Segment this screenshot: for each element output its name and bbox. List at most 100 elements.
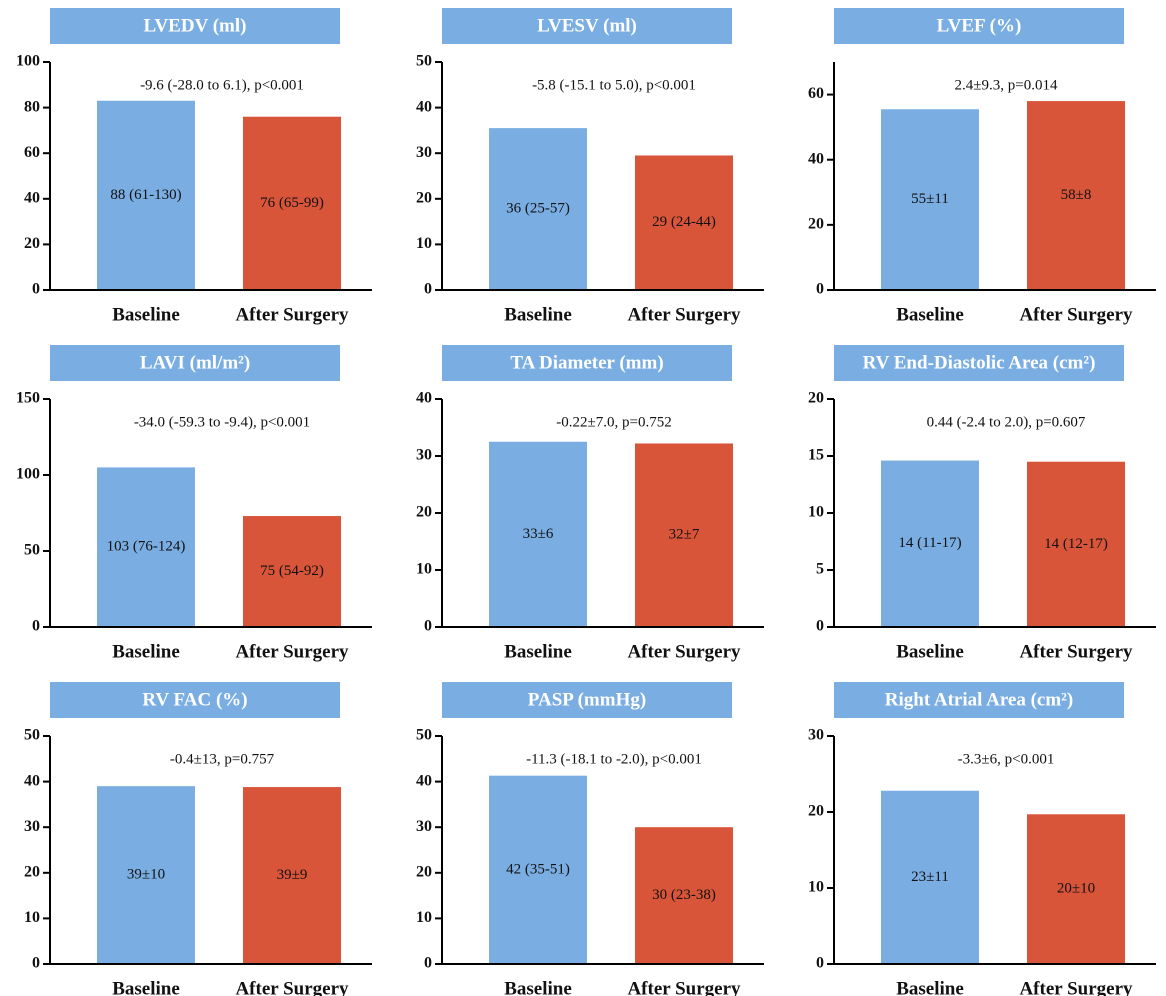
y-tick-label: 20 — [24, 863, 40, 880]
title-banner — [50, 682, 340, 718]
panel: TA Diameter (mm) -0.22±7.0, p=0.752 0 10 20 3… — [416, 345, 764, 662]
y-tick-label: 20 — [808, 216, 824, 233]
title-banner — [834, 345, 1124, 381]
annotation: -0.4±13, p=0.757 — [170, 751, 275, 767]
y-tick-label: 100 — [16, 53, 40, 70]
annotation: -5.8 (-15.1 to 5.0), p<0.001 — [532, 77, 696, 93]
y-tick-label: 50 — [24, 542, 40, 559]
y-tick-label: 60 — [808, 85, 824, 102]
bar — [489, 128, 587, 290]
y-tick-label: 20 — [24, 235, 40, 252]
y-tick-label: 40 — [416, 98, 432, 115]
title-banner — [442, 345, 732, 381]
bar-label: 30 (23-38) — [652, 887, 716, 903]
panel: LVESV (ml) -5.8 (-15.1 to 5.0), p<0.001 0 1… — [416, 8, 764, 325]
title-banner — [442, 8, 732, 44]
panel-title: PASP (mmHg) — [528, 689, 646, 710]
x-tick-label: After Surgery — [235, 304, 349, 325]
bar — [881, 790, 979, 964]
y-tick-label: 0 — [816, 618, 824, 635]
panel: LVEDV (ml) -9.6 (-28.0 to 6.1), p<0.001 0 2… — [16, 8, 372, 325]
y-tick-label: 10 — [808, 504, 824, 521]
bar-label: 32±7 — [669, 527, 700, 543]
panel-title: LAVI (ml/m²) — [140, 352, 250, 373]
bar-label: 14 (12-17) — [1044, 536, 1108, 552]
y-tick-label: 80 — [24, 98, 40, 115]
y-tick-label: 0 — [816, 281, 824, 298]
bar-label: 33±6 — [523, 526, 554, 542]
y-tick-label: 5 — [816, 561, 824, 578]
annotation: 2.4±9.3, p=0.014 — [955, 77, 1058, 93]
y-tick-label: 10 — [416, 235, 432, 252]
annotation: 0.44 (-2.4 to 2.0), p=0.607 — [927, 414, 1086, 430]
x-tick-label: After Surgery — [627, 978, 741, 996]
bar-label: 36 (25-57) — [506, 200, 570, 216]
bar — [489, 441, 587, 627]
x-tick-label: After Surgery — [627, 304, 741, 325]
y-tick-label: 20 — [416, 189, 432, 206]
bar-label: 103 (76-124) — [107, 539, 186, 555]
x-tick-label: Baseline — [504, 978, 572, 996]
bar — [1027, 461, 1125, 627]
y-tick-label: 150 — [16, 390, 40, 407]
bar-label: 58±8 — [1061, 187, 1092, 203]
y-tick-label: 60 — [24, 144, 40, 161]
panel-title: RV End-Diastolic Area (cm²) — [863, 352, 1096, 373]
bar — [243, 787, 341, 964]
panel: RV FAC (%) -0.4±13, p=0.757 0 10 20 30 40 50 39±… — [24, 682, 372, 996]
x-tick-label: Baseline — [504, 641, 572, 662]
y-tick-label: 0 — [32, 955, 40, 972]
y-tick-label: 40 — [24, 189, 40, 206]
bar — [97, 786, 195, 964]
x-tick-label: After Surgery — [1019, 304, 1133, 325]
y-tick-label: 40 — [416, 390, 432, 407]
annotation: -3.3±6, p<0.001 — [958, 751, 1055, 767]
y-tick-label: 40 — [808, 150, 824, 167]
bar — [881, 109, 979, 290]
y-tick-label: 0 — [424, 618, 432, 635]
title-banner — [442, 682, 732, 718]
panel-title: RV FAC (%) — [142, 689, 247, 710]
y-tick-label: 10 — [808, 879, 824, 896]
title-banner — [50, 8, 340, 44]
bar — [243, 516, 341, 627]
bar-label: 76 (65-99) — [260, 195, 324, 211]
panel-title: LVEF (%) — [937, 15, 1022, 36]
annotation: -11.3 (-18.1 to -2.0), p<0.001 — [526, 751, 702, 767]
y-tick-label: 20 — [416, 504, 432, 521]
y-tick-label: 15 — [808, 447, 824, 464]
y-tick-label: 20 — [416, 863, 432, 880]
y-tick-label: 10 — [416, 909, 432, 926]
bar-label: 88 (61-130) — [110, 187, 181, 203]
bar — [635, 443, 733, 627]
bar-label: 20±10 — [1057, 881, 1095, 897]
bar-label: 75 (54-92) — [260, 563, 324, 579]
y-tick-label: 50 — [24, 727, 40, 744]
bar — [1027, 101, 1125, 290]
y-tick-label: 10 — [24, 909, 40, 926]
x-tick-label: Baseline — [896, 304, 964, 325]
bar-label: 14 (11-17) — [898, 535, 961, 551]
y-tick-label: 40 — [416, 772, 432, 789]
x-tick-label: After Surgery — [1019, 978, 1133, 996]
bar — [635, 827, 733, 964]
y-tick-label: 30 — [808, 727, 824, 744]
title-banner — [834, 682, 1124, 718]
bar-label: 29 (24-44) — [652, 214, 716, 230]
y-tick-label: 30 — [416, 144, 432, 161]
y-tick-label: 50 — [416, 53, 432, 70]
y-tick-label: 30 — [24, 818, 40, 835]
panel-title: TA Diameter (mm) — [510, 352, 663, 373]
bar-label: 55±11 — [911, 191, 949, 207]
y-tick-label: 10 — [416, 561, 432, 578]
y-tick-label: 0 — [424, 955, 432, 972]
annotation: -0.22±7.0, p=0.752 — [556, 414, 671, 430]
bar — [881, 460, 979, 627]
x-tick-label: After Surgery — [1019, 641, 1133, 662]
panel: PASP (mmHg) -11.3 (-18.1 to -2.0), p<0.00… — [416, 682, 764, 996]
y-tick-label: 40 — [24, 772, 40, 789]
panel: Right Atrial Area (cm²) -3.3±6, p<0.001 0 1… — [808, 682, 1156, 996]
bar-label: 42 (35-51) — [506, 861, 570, 877]
x-tick-label: After Surgery — [235, 978, 349, 996]
y-tick-label: 0 — [32, 618, 40, 635]
